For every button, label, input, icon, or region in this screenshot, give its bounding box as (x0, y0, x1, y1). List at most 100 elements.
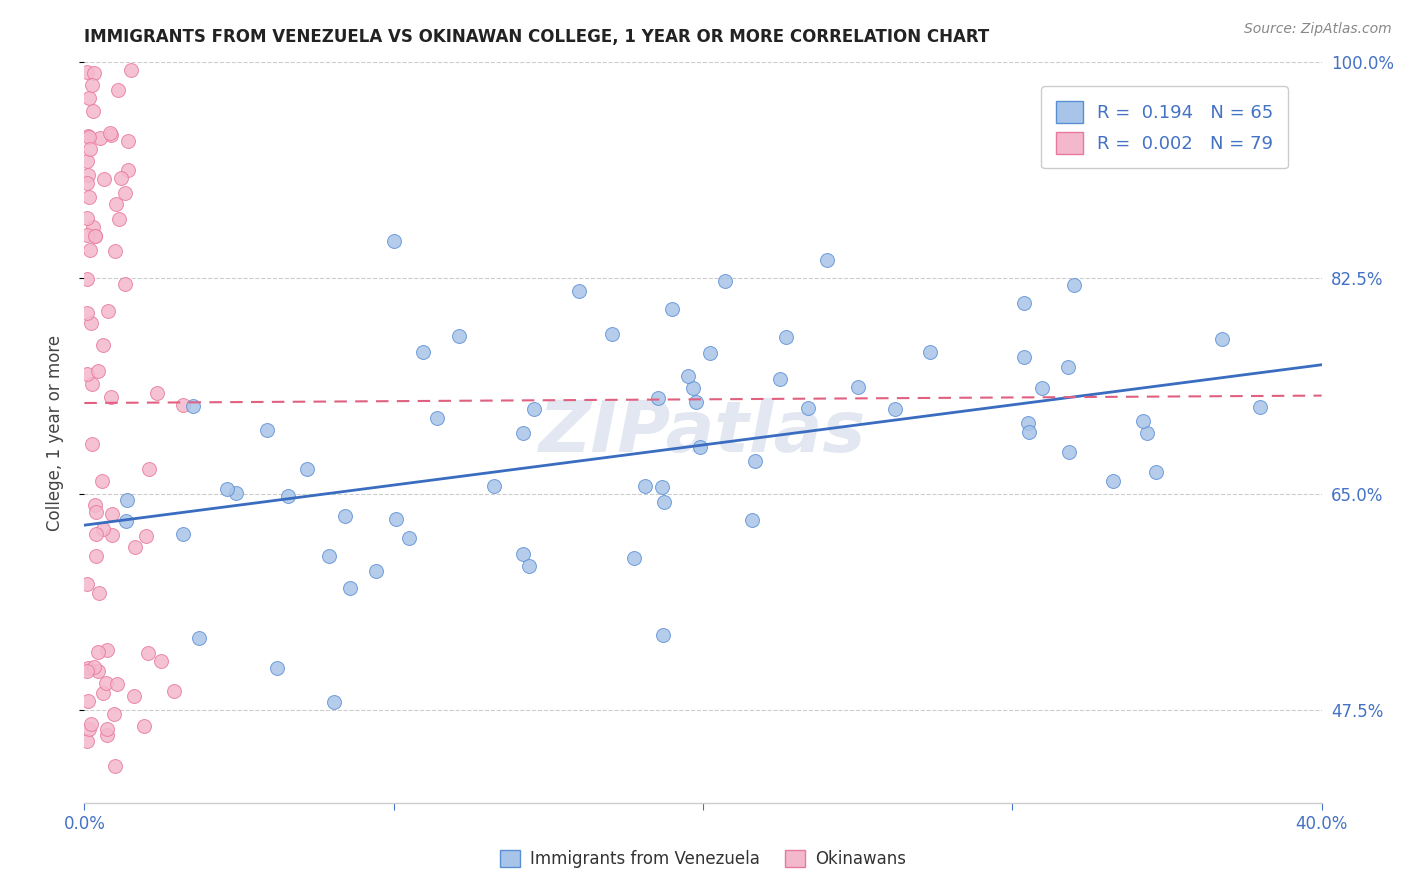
Point (91, 522, 114, 536)
Point (920, 344, 942, 359)
Point (76, 228, 98, 243)
Point (115, 515, 138, 529)
Point (82, 103, 104, 118)
Point (1018, 425, 1040, 439)
Point (77, 90, 100, 104)
Point (135, 528, 157, 542)
Point (136, 646, 159, 660)
Point (682, 381, 704, 395)
Legend: Immigrants from Venezuela, Okinawans: Immigrants from Venezuela, Okinawans (494, 843, 912, 875)
Point (385, 512, 408, 526)
Point (741, 513, 763, 527)
Point (512, 425, 534, 440)
Point (426, 411, 449, 425)
Point (1014, 350, 1036, 364)
Point (110, 171, 132, 186)
Point (79, 244, 101, 258)
Point (1012, 295, 1035, 310)
Point (76, 154, 98, 169)
Point (678, 368, 700, 383)
Point (101, 507, 124, 521)
Point (150, 654, 173, 668)
Point (124, 541, 146, 555)
Point (134, 718, 156, 732)
Point (114, 277, 136, 291)
Point (138, 462, 160, 476)
Point (104, 244, 127, 259)
Point (172, 398, 194, 412)
Point (1101, 474, 1123, 488)
Point (80, 317, 103, 331)
Point (101, 528, 124, 542)
Point (651, 628, 673, 642)
Point (333, 509, 356, 524)
Point (96, 642, 118, 657)
Point (80, 717, 103, 731)
Point (122, 689, 145, 703)
Point (97, 304, 120, 318)
Point (76, 367, 98, 381)
Point (76, 734, 98, 748)
Point (172, 526, 194, 541)
Point (382, 235, 405, 249)
Point (77, 190, 100, 204)
Point (225, 486, 247, 500)
Point (76, 306, 98, 320)
Point (517, 559, 540, 574)
Point (652, 495, 675, 509)
Point (318, 549, 340, 563)
Point (104, 758, 127, 772)
Point (117, 134, 139, 148)
Point (120, 63, 142, 78)
Point (685, 395, 707, 409)
Point (82, 437, 104, 451)
Point (600, 327, 623, 342)
Point (107, 677, 129, 691)
Legend: R =  0.194   N = 65, R =  0.002   N = 79: R = 0.194 N = 65, R = 0.002 N = 79 (1042, 87, 1288, 169)
Point (104, 196, 127, 211)
Point (84, 228, 107, 243)
Point (76, 577, 98, 591)
Point (76, 176, 98, 190)
Point (98, 126, 121, 140)
Point (295, 462, 318, 476)
Point (87, 364, 110, 378)
Point (447, 328, 470, 343)
Point (623, 551, 645, 566)
Point (1057, 445, 1080, 459)
Point (84, 498, 107, 512)
Point (398, 531, 420, 545)
Point (77, 660, 100, 674)
Point (1017, 416, 1039, 430)
Point (76, 129, 98, 144)
Point (744, 454, 766, 468)
Point (796, 401, 818, 415)
Text: IMMIGRANTS FROM VENEZUELA VS OKINAWAN COLLEGE, 1 YEAR OR MORE CORRELATION CHART: IMMIGRANTS FROM VENEZUELA VS OKINAWAN CO… (84, 28, 990, 45)
Point (100, 128, 122, 143)
Point (145, 385, 167, 400)
Point (93, 171, 115, 186)
Point (76, 64, 98, 78)
Point (107, 82, 129, 96)
Point (77, 693, 100, 707)
Point (82, 78, 104, 92)
Point (412, 344, 434, 359)
Point (1249, 400, 1271, 414)
Point (77, 168, 100, 182)
Point (1031, 381, 1053, 395)
Point (96, 722, 118, 736)
Point (661, 302, 683, 317)
Y-axis label: College, 1 year or more: College, 1 year or more (45, 334, 63, 531)
Point (76, 211, 98, 225)
Point (96, 728, 118, 742)
Text: ZIPatlas: ZIPatlas (540, 398, 866, 467)
Point (79, 142, 101, 156)
Point (79, 129, 101, 144)
Point (699, 346, 721, 360)
Point (714, 274, 737, 288)
Point (90, 474, 112, 488)
Point (82, 219, 104, 234)
Point (512, 547, 534, 561)
Point (89, 131, 111, 145)
Point (83, 660, 105, 674)
